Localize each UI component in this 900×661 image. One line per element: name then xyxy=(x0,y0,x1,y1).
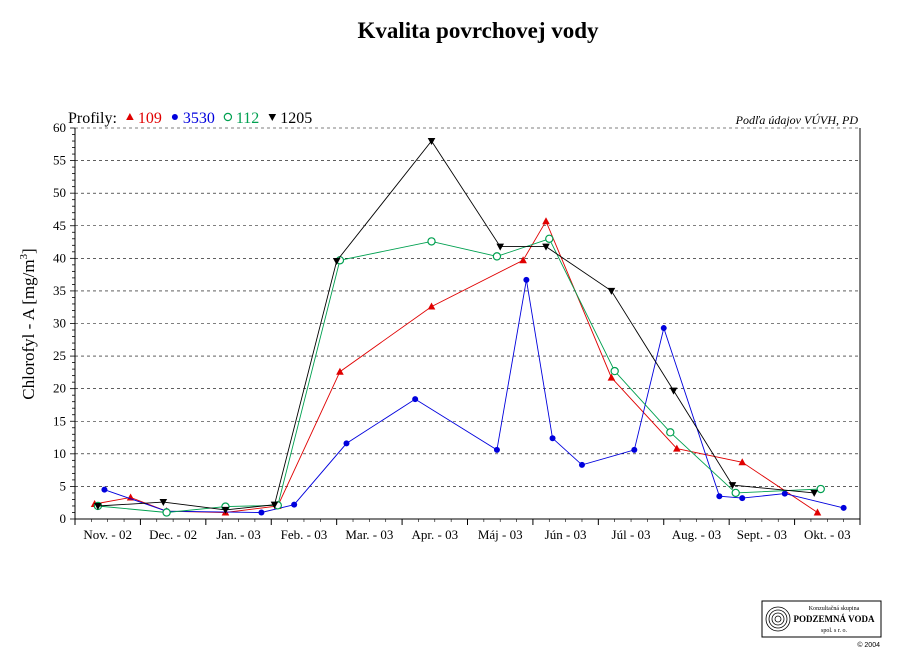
x-tick-label: Mar. - 03 xyxy=(345,527,393,542)
x-tick-label: Aug. - 03 xyxy=(672,527,721,542)
data-point xyxy=(427,237,436,246)
y-tick-label: 35 xyxy=(53,283,66,298)
data-point xyxy=(813,508,822,516)
data-point xyxy=(270,501,279,509)
chart-title: Kvalita povrchovej vody xyxy=(357,18,599,43)
data-point xyxy=(739,495,746,502)
data-point xyxy=(631,446,638,453)
legend-marker xyxy=(223,112,233,122)
logo-frame xyxy=(761,600,882,638)
y-tick-label: 45 xyxy=(53,218,66,233)
data-point xyxy=(607,287,616,295)
data-point xyxy=(810,489,819,497)
data-point xyxy=(738,458,747,466)
legend: Profily: 109 3530 112 1205 xyxy=(68,110,312,127)
data-point xyxy=(94,502,102,510)
y-tick-label: 55 xyxy=(53,153,66,168)
series-3530 xyxy=(101,276,847,516)
data-point xyxy=(332,257,341,265)
data-point xyxy=(493,446,500,453)
data-point xyxy=(716,493,723,500)
data-point xyxy=(159,499,168,507)
data-point xyxy=(343,440,350,447)
series-line xyxy=(104,279,844,513)
axes: 0 5 10 15 20 25 30 35 40 45 50 55 60 Nov. - 02 Dec. - … xyxy=(53,120,861,542)
y-tick-label: 20 xyxy=(53,381,66,396)
data-point xyxy=(492,252,502,261)
data-point xyxy=(660,325,667,332)
x-tick-label: Máj - 03 xyxy=(478,527,523,542)
x-tick-label: Jan. - 03 xyxy=(216,527,260,542)
x-tick-label: Sept. - 03 xyxy=(737,527,787,542)
legend-label: 112 xyxy=(236,110,259,127)
source-note: Podľa údajov VÚVH, PD xyxy=(735,113,859,127)
data-point xyxy=(336,367,344,375)
y-tick-label: 15 xyxy=(53,413,66,428)
legend-prefix: Profily: xyxy=(68,110,117,127)
data-point xyxy=(542,217,550,225)
x-tick-label: Dec. - 02 xyxy=(149,527,197,542)
series-line xyxy=(97,140,815,511)
x-tick-label: Apr. - 03 xyxy=(411,527,458,542)
data-point xyxy=(258,509,265,516)
logo-swirl-icon xyxy=(765,606,791,632)
data-point xyxy=(666,428,675,437)
series-1205 xyxy=(94,138,819,514)
legend-marker xyxy=(126,113,134,120)
x-tick-label: Júl - 03 xyxy=(612,527,651,542)
data-point xyxy=(816,484,825,494)
legend-marker xyxy=(268,114,277,121)
data-point xyxy=(669,387,678,395)
data-point xyxy=(781,490,788,497)
grid-lines xyxy=(75,127,860,487)
series-112 xyxy=(93,234,825,517)
series-layer xyxy=(90,138,847,517)
company-logo: Konzultačná skupina PODZEMNÁ VODA spol. … xyxy=(761,600,882,649)
y-tick-label: 25 xyxy=(53,348,66,363)
y-tick-label: 30 xyxy=(53,316,66,331)
y-tick-label: 10 xyxy=(53,446,66,461)
y-tick-label: 5 xyxy=(60,478,67,493)
data-point xyxy=(545,234,554,243)
data-point xyxy=(578,461,585,468)
data-point xyxy=(840,504,847,511)
copyright: © 2004 xyxy=(857,641,880,649)
data-point xyxy=(519,256,527,264)
logo-line1: Konzultačná skupina xyxy=(809,606,860,612)
x-tick-label: Okt. - 03 xyxy=(804,527,851,542)
legend-label: 1205 xyxy=(280,110,312,127)
data-point xyxy=(427,138,436,146)
data-point xyxy=(427,302,436,310)
y-tick-label: 50 xyxy=(53,185,66,200)
data-point xyxy=(101,486,108,493)
data-point xyxy=(542,243,550,251)
x-tick-label: Nov. - 02 xyxy=(83,527,132,542)
data-point xyxy=(126,493,135,501)
data-point xyxy=(610,366,619,376)
data-point xyxy=(728,482,737,490)
data-point xyxy=(607,373,616,381)
data-point xyxy=(523,276,530,283)
legend-marker xyxy=(171,114,178,120)
series-line xyxy=(97,238,821,513)
legend-label: 109 xyxy=(138,110,162,127)
logo-line3: spol. s r. o. xyxy=(821,628,848,634)
data-point xyxy=(549,435,556,442)
x-tick-label: Feb. - 03 xyxy=(281,527,328,542)
logo-line2: PODZEMNÁ VODA xyxy=(794,614,875,624)
y-tick-label: 40 xyxy=(53,250,66,265)
y-tick-label: 60 xyxy=(53,120,66,135)
y-tick-label: 0 xyxy=(60,511,67,526)
legend-label: 3530 xyxy=(183,110,215,127)
x-tick-label: Jún - 03 xyxy=(545,527,587,542)
data-point xyxy=(731,488,740,498)
y-axis-label: Chlorofyl - A [mg/m3] xyxy=(18,248,38,399)
data-point xyxy=(162,508,171,517)
data-point xyxy=(673,444,681,452)
data-point xyxy=(412,396,419,403)
data-point xyxy=(291,501,298,508)
data-point xyxy=(221,506,230,514)
data-point xyxy=(496,243,505,251)
